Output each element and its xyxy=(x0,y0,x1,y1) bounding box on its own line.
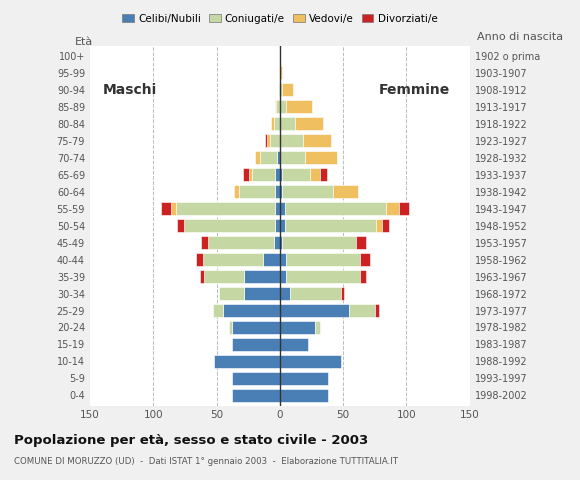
Bar xyxy=(177,219,184,232)
Bar xyxy=(213,304,223,317)
Bar xyxy=(280,219,285,232)
Text: Età: Età xyxy=(75,37,93,48)
Bar xyxy=(204,270,244,283)
Bar xyxy=(356,236,366,249)
Bar xyxy=(271,117,274,131)
Bar xyxy=(333,185,358,198)
Bar xyxy=(201,236,208,249)
Bar xyxy=(280,100,286,113)
Bar xyxy=(286,270,360,283)
Bar xyxy=(382,219,389,232)
Text: Maschi: Maschi xyxy=(103,83,157,97)
Bar xyxy=(264,134,267,147)
Bar xyxy=(275,185,280,198)
Text: COMUNE DI MORUZZO (UD)  -  Dati ISTAT 1° gennaio 2003  -  Elaborazione TUTTITALI: COMUNE DI MORUZZO (UD) - Dati ISTAT 1° g… xyxy=(14,457,398,466)
Bar xyxy=(240,185,275,198)
Bar xyxy=(280,321,316,334)
Bar xyxy=(208,236,274,249)
Bar xyxy=(223,304,280,317)
Bar xyxy=(280,253,286,266)
Bar xyxy=(280,372,328,385)
Bar xyxy=(280,389,328,402)
Bar xyxy=(282,185,333,198)
Bar xyxy=(303,134,331,147)
Bar xyxy=(244,270,280,283)
Bar xyxy=(282,83,292,96)
Bar xyxy=(184,219,275,232)
Bar xyxy=(280,236,282,249)
Legend: Celibi/Nubili, Coniugati/e, Vedovi/e, Divorziati/e: Celibi/Nubili, Coniugati/e, Vedovi/e, Di… xyxy=(118,10,441,28)
Bar xyxy=(270,134,280,147)
Text: Femmine: Femmine xyxy=(379,83,450,97)
Bar xyxy=(316,321,320,334)
Bar xyxy=(295,117,323,131)
Bar xyxy=(200,270,204,283)
Bar xyxy=(252,168,275,181)
Bar xyxy=(232,372,280,385)
Bar xyxy=(280,287,290,300)
Bar xyxy=(340,287,345,300)
Bar xyxy=(275,202,280,215)
Text: Anno di nascita: Anno di nascita xyxy=(477,32,564,42)
Bar xyxy=(267,134,270,147)
Bar xyxy=(229,321,232,334)
Text: Popolazione per età, sesso e stato civile - 2003: Popolazione per età, sesso e stato civil… xyxy=(14,434,369,447)
Bar xyxy=(280,66,282,79)
Bar xyxy=(280,270,286,283)
Bar xyxy=(280,117,295,131)
Bar xyxy=(375,304,379,317)
Bar xyxy=(280,168,282,181)
Bar xyxy=(280,338,308,351)
Bar xyxy=(219,287,244,300)
Bar xyxy=(275,168,280,181)
Bar xyxy=(214,355,280,368)
Bar xyxy=(290,287,340,300)
Bar xyxy=(350,304,375,317)
Bar xyxy=(305,151,337,164)
Bar xyxy=(232,389,280,402)
Bar xyxy=(234,185,240,198)
Bar xyxy=(202,253,263,266)
Bar xyxy=(275,219,280,232)
Bar xyxy=(282,168,310,181)
Bar xyxy=(249,168,252,181)
Bar xyxy=(280,304,350,317)
Bar xyxy=(399,202,409,215)
Bar xyxy=(274,117,280,131)
Bar xyxy=(360,253,370,266)
Bar xyxy=(277,151,280,164)
Bar xyxy=(386,202,399,215)
Bar xyxy=(243,168,249,181)
Bar xyxy=(196,253,202,266)
Bar xyxy=(280,355,340,368)
Bar xyxy=(232,338,280,351)
Bar xyxy=(310,168,320,181)
Bar xyxy=(360,270,366,283)
Bar xyxy=(176,202,275,215)
Bar xyxy=(232,321,280,334)
Bar xyxy=(286,253,360,266)
Bar xyxy=(280,151,305,164)
Bar xyxy=(280,202,285,215)
Bar xyxy=(320,168,327,181)
Bar xyxy=(260,151,277,164)
Bar xyxy=(263,253,280,266)
Bar xyxy=(171,202,176,215)
Bar xyxy=(286,100,311,113)
Bar xyxy=(278,83,280,96)
Bar xyxy=(280,185,282,198)
Bar xyxy=(376,219,382,232)
Bar xyxy=(285,219,376,232)
Bar xyxy=(274,236,280,249)
Bar xyxy=(285,202,386,215)
Bar xyxy=(280,83,282,96)
Bar xyxy=(282,236,356,249)
Bar xyxy=(244,287,280,300)
Bar xyxy=(280,134,303,147)
Bar xyxy=(276,100,280,113)
Bar xyxy=(255,151,260,164)
Bar xyxy=(275,100,276,113)
Bar xyxy=(161,202,171,215)
